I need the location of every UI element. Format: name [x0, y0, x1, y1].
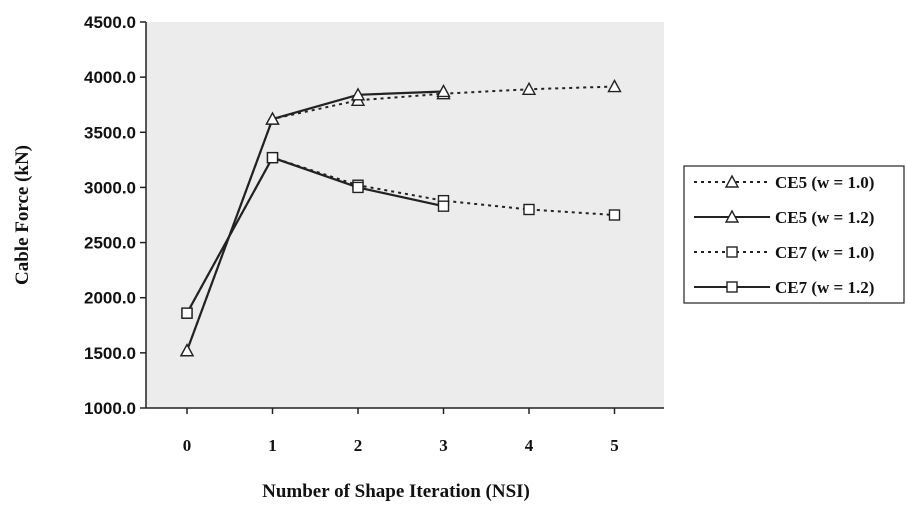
legend-marker [724, 209, 740, 223]
legend-label: CE5 (w = 1.0) [775, 173, 874, 192]
series-layer [179, 79, 622, 357]
data-point [265, 111, 280, 125]
y-tick-label: 3500.0 [84, 123, 136, 142]
plot-area [146, 22, 664, 408]
data-point [266, 151, 279, 164]
legend-label: CE5 (w = 1.2) [775, 208, 874, 227]
series-line [186, 156, 444, 314]
legend-item: CE5 (w = 1.2) [694, 208, 874, 227]
data-point [437, 200, 450, 212]
legend-item: CE7 (w = 1.2) [694, 278, 874, 297]
y-tick-label: 1500.0 [84, 344, 136, 363]
y-tick-label: 1000.0 [84, 399, 136, 418]
axes: 1000.0 1500.0 2000.0 2500.0 3000.0 3500.0 4000… [84, 13, 664, 455]
y-tick-label: 3000.0 [84, 178, 136, 197]
x-tick-label: 5 [610, 436, 619, 455]
series-4 [181, 151, 450, 319]
x-tick-label: 0 [183, 436, 192, 455]
legend: CE5 (w = 1.0) CE5 (w = 1.2) CE7 (w = 1.0) C… [683, 165, 905, 304]
data-point [523, 203, 535, 216]
legend-label: CE7 (w = 1.0) [775, 243, 874, 262]
legend-item: CE7 (w = 1.0) [694, 243, 874, 262]
y-axis-title: Cable Force (kN) [12, 145, 33, 285]
x-tick-label: 2 [354, 436, 363, 455]
legend-marker [726, 246, 738, 258]
data-point [608, 209, 621, 221]
legend-label: CE7 (w = 1.2) [775, 278, 874, 297]
legend-marker [724, 174, 740, 188]
y-tick-label: 4500.0 [84, 13, 136, 32]
legend-item: CE5 (w = 1.0) [694, 173, 874, 192]
legend-box [683, 165, 905, 304]
data-point [179, 343, 195, 357]
legend-marker [726, 281, 738, 293]
data-point [350, 87, 366, 101]
data-point [521, 81, 537, 95]
data-point [181, 307, 193, 319]
y-tick-label: 4000.0 [84, 68, 136, 87]
x-tick-label: 4 [525, 436, 534, 455]
y-tick-label: 2500.0 [84, 234, 136, 253]
data-point [352, 181, 364, 194]
y-tick-label: 2000.0 [84, 289, 136, 308]
x-tick-label: 1 [268, 436, 277, 455]
x-axis-title: Number of Shape Iteration (NSI) [262, 481, 530, 502]
data-point [607, 79, 622, 93]
x-tick-label: 3 [439, 436, 448, 455]
data-point [436, 84, 451, 98]
